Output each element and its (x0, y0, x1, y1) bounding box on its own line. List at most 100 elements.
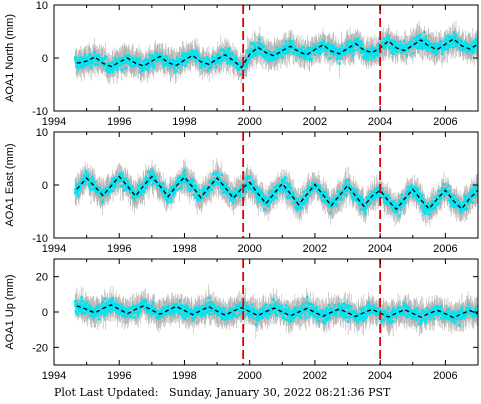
data-point (169, 197, 173, 200)
data-point (101, 201, 104, 205)
data-point (270, 189, 273, 192)
data-point (248, 188, 251, 191)
data-point (449, 37, 453, 40)
data-point (106, 70, 110, 74)
data-point (297, 206, 301, 210)
data-point (233, 58, 237, 62)
data-point (318, 184, 321, 188)
data-point (355, 189, 358, 192)
data-point (202, 59, 206, 62)
data-point (245, 186, 248, 189)
data-point (119, 184, 123, 188)
data-point (337, 47, 341, 50)
data-point (191, 184, 195, 187)
data-point (418, 44, 421, 47)
data-point (198, 56, 201, 60)
data-point (420, 47, 424, 50)
data-point (211, 172, 215, 176)
data-point (208, 66, 211, 70)
data-point (313, 43, 317, 46)
data-point (268, 195, 271, 199)
data-point (339, 56, 342, 60)
data-point (158, 53, 162, 56)
data-point (235, 58, 238, 62)
data-point (385, 202, 389, 205)
data-point (160, 188, 163, 192)
data-point (365, 204, 369, 208)
data-point (83, 181, 87, 185)
data-point (376, 53, 379, 56)
data-point (364, 206, 368, 209)
data-point (227, 187, 231, 190)
data-point (231, 61, 235, 64)
data-point (445, 43, 449, 47)
data-point (213, 172, 217, 176)
data-point (88, 186, 92, 190)
data-point (131, 196, 135, 200)
data-point (361, 201, 365, 204)
data-point (117, 179, 121, 183)
data-point (183, 173, 186, 176)
data-point (125, 185, 128, 189)
data-point (78, 57, 81, 61)
data-point (473, 41, 477, 45)
data-point (476, 43, 478, 47)
data-point (470, 51, 474, 54)
data-point (246, 60, 250, 63)
data-point (98, 191, 101, 194)
plot-area (73, 5, 478, 111)
data-point (383, 192, 386, 196)
data-point (89, 188, 93, 192)
data-point (77, 183, 80, 187)
data-point (174, 69, 178, 73)
data-point (263, 195, 267, 198)
x-tick-label: 2006 (433, 116, 457, 128)
data-point (87, 177, 90, 180)
data-point (172, 61, 176, 65)
data-point (77, 59, 81, 62)
data-point (318, 49, 321, 53)
data-point (321, 39, 325, 42)
data-point (331, 204, 335, 208)
data-point (154, 175, 158, 179)
data-point (318, 52, 321, 56)
data-point (214, 65, 218, 69)
data-point (93, 181, 96, 184)
data-point (289, 42, 293, 45)
data-point (316, 51, 320, 54)
data-point (454, 36, 457, 40)
data-point (161, 56, 165, 60)
data-point (183, 56, 187, 60)
data-point (359, 207, 363, 211)
data-point (201, 195, 204, 199)
data-point (178, 175, 182, 178)
data-point (343, 189, 346, 193)
data-point (306, 193, 310, 197)
data-point (473, 40, 477, 43)
data-point (279, 53, 283, 56)
data-point (457, 42, 461, 46)
data-point (433, 49, 437, 53)
data-point (269, 192, 272, 196)
data-point (221, 48, 224, 52)
data-point (294, 200, 298, 203)
data-point (80, 57, 84, 61)
data-point (95, 185, 99, 189)
data-point (202, 188, 205, 191)
data-point (387, 203, 391, 206)
data-point (369, 47, 372, 50)
data-point (363, 50, 367, 53)
data-point (78, 185, 82, 189)
data-point (316, 46, 320, 50)
data-point (147, 171, 151, 174)
data-point (167, 57, 171, 61)
data-point (333, 196, 336, 200)
data-point (272, 53, 276, 57)
data-point (151, 184, 154, 187)
data-point (169, 200, 173, 203)
data-point (162, 192, 166, 195)
data-point (414, 40, 417, 44)
data-point (318, 187, 322, 190)
data-point (196, 190, 199, 193)
data-point (393, 42, 397, 46)
